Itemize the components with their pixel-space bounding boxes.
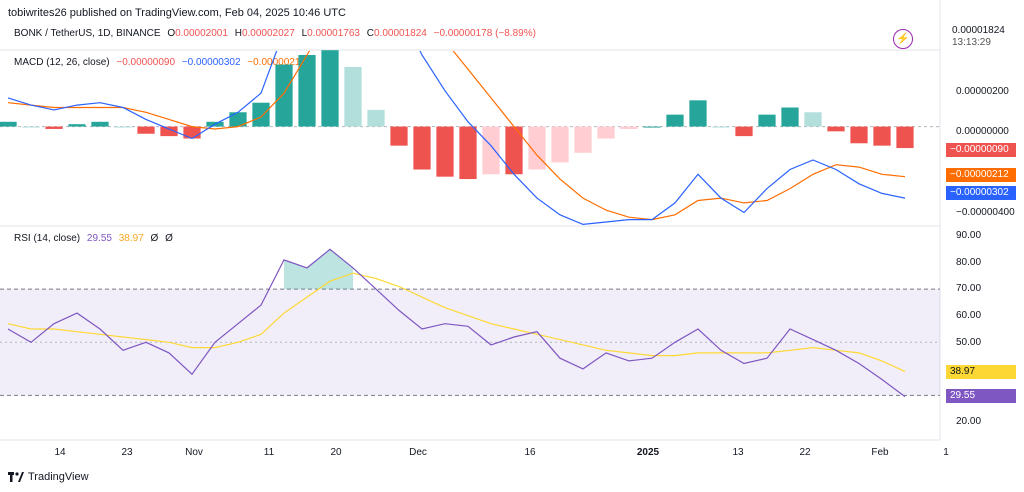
x-tick-label: 14 — [54, 447, 66, 458]
macd-histogram-bar — [22, 126, 40, 128]
macd-histogram-bar — [804, 112, 822, 127]
macd-histogram-bar — [436, 126, 454, 177]
rsi-label[interactable]: RSI (14, close) — [14, 233, 81, 244]
macd-histogram-bar — [413, 126, 431, 170]
rsi-axis-label: 50.00 — [956, 337, 982, 348]
macd-hist-value: −0.00000090 — [116, 57, 176, 68]
macd-histogram-bar — [298, 55, 316, 127]
macd-histogram-bar — [252, 102, 270, 127]
x-tick-label: Nov — [185, 447, 203, 458]
macd-axis-label: −0.00000400 — [956, 207, 1015, 218]
macd-legend: MACD (12, 26, close) −0.00000090 −0.0000… — [14, 57, 310, 68]
ohlc-low: L0.00001763 — [301, 28, 360, 39]
macd-histogram-bar — [551, 126, 569, 163]
x-tick-label: 23 — [121, 447, 133, 458]
macd-histogram-bar — [643, 126, 661, 128]
macd-histogram-bar — [574, 126, 592, 153]
rsi-line — [7, 248, 906, 398]
x-tick-label: 1 — [943, 447, 949, 458]
macd-line — [7, 51, 906, 225]
ohlc-open: O0.00002001 — [167, 28, 228, 39]
macd-histogram-bar — [505, 126, 523, 175]
macd-histogram-bar — [275, 64, 293, 127]
rsi-axis-label: 60.00 — [956, 310, 982, 321]
macd-hist-badge: −0.00000090 — [946, 143, 1016, 157]
macd-histogram-bar — [229, 112, 247, 127]
macd-histogram-bar — [390, 126, 408, 146]
published-info: tobiwrites26 published on TradingView.co… — [8, 7, 346, 19]
ohlc-high: H0.00002027 — [234, 28, 295, 39]
rsi-extra-2: Ø — [165, 233, 173, 244]
x-tick-label: 16 — [524, 447, 536, 458]
rsi-extra-1: Ø — [150, 233, 159, 244]
x-tick-label: 20 — [330, 447, 342, 458]
macd-histogram-bar — [620, 126, 638, 129]
macd-histogram-bar — [367, 109, 385, 127]
macd-histogram-bar — [896, 126, 914, 149]
x-tick-label: 11 — [263, 447, 275, 458]
symbol-legend: BONK / TetherUS, 1D, BINANCE O0.00002001… — [14, 28, 540, 39]
macd-histogram-bar — [758, 114, 776, 127]
rsi-axis-label: 90.00 — [956, 230, 982, 241]
macd-histogram-bar — [873, 126, 891, 146]
rsi-badge: 29.55 — [946, 389, 1016, 403]
macd-histogram-bar — [321, 50, 339, 127]
x-tick-label: Dec — [409, 447, 427, 458]
macd-histogram-bar — [114, 126, 132, 128]
macd-histogram-bar — [0, 121, 17, 127]
rsi-legend: RSI (14, close) 29.55 38.97 Ø Ø — [14, 233, 177, 244]
macd-histogram-bar — [91, 121, 109, 127]
macd-signal-badge: −0.00000212 — [946, 168, 1016, 182]
lightning-icon[interactable]: ⚡ — [893, 29, 913, 49]
macd-histogram-bar — [528, 126, 546, 170]
rsi-ma-badge: 38.97 — [946, 365, 1016, 379]
macd-axis-label: 0.00000200 — [956, 86, 1009, 97]
macd-histogram-bar — [666, 114, 684, 127]
rsi-axis-label: 80.00 — [956, 257, 982, 268]
bar-countdown: 13:13:29 — [952, 37, 991, 48]
macd-histogram-bar — [597, 126, 615, 139]
macd-histogram-bar — [68, 124, 86, 127]
macd-histogram-bar — [827, 126, 845, 132]
macd-label[interactable]: MACD (12, 26, close) — [14, 57, 110, 68]
macd-line-badge: −0.00000302 — [946, 186, 1016, 200]
symbol-name[interactable]: BONK / TetherUS, 1D, BINANCE — [14, 28, 161, 39]
macd-histogram-bar — [689, 100, 707, 127]
rsi-axis-label: 70.00 — [956, 283, 982, 294]
rsi-overbought-fill — [284, 249, 353, 290]
macd-signal-value: −0.00000212 — [247, 57, 306, 68]
macd-histogram-bar — [712, 126, 730, 128]
macd-histogram-bar — [735, 126, 753, 137]
x-tick-label: 13 — [732, 447, 744, 458]
tradingview-brand: TradingView — [28, 471, 89, 483]
macd-histogram-bar — [781, 107, 799, 127]
x-tick-label: 2025 — [636, 447, 660, 458]
tradingview-logo-icon — [8, 471, 24, 482]
macd-histogram-bar — [482, 126, 500, 175]
tradingview-logo[interactable]: TradingView — [8, 471, 89, 483]
rsi-axis-label: 20.00 — [956, 416, 982, 427]
x-tick-label: 22 — [799, 447, 811, 458]
macd-histogram-bar — [45, 126, 63, 129]
macd-value: −0.00000302 — [181, 57, 241, 68]
macd-histogram-bar — [160, 126, 178, 137]
macd-histogram-bar — [344, 66, 362, 127]
macd-axis-label: 0.00000000 — [956, 126, 1009, 137]
macd-histogram-bar — [459, 126, 477, 180]
macd-signal-line — [7, 51, 906, 221]
rsi-ma-value: 38.97 — [118, 233, 144, 244]
macd-histogram-bar — [137, 126, 155, 134]
macd-histogram-bar — [850, 126, 868, 144]
macd-histogram-bar — [183, 126, 201, 139]
rsi-ma-line — [7, 272, 906, 373]
x-tick-label: Feb — [871, 447, 889, 458]
ohlc-change: −0.00000178 (−8.89%) — [433, 28, 536, 39]
last-price: 0.00001824 — [952, 25, 1005, 36]
rsi-value: 29.55 — [86, 233, 112, 244]
ohlc-close: C0.00001824 — [366, 28, 427, 39]
